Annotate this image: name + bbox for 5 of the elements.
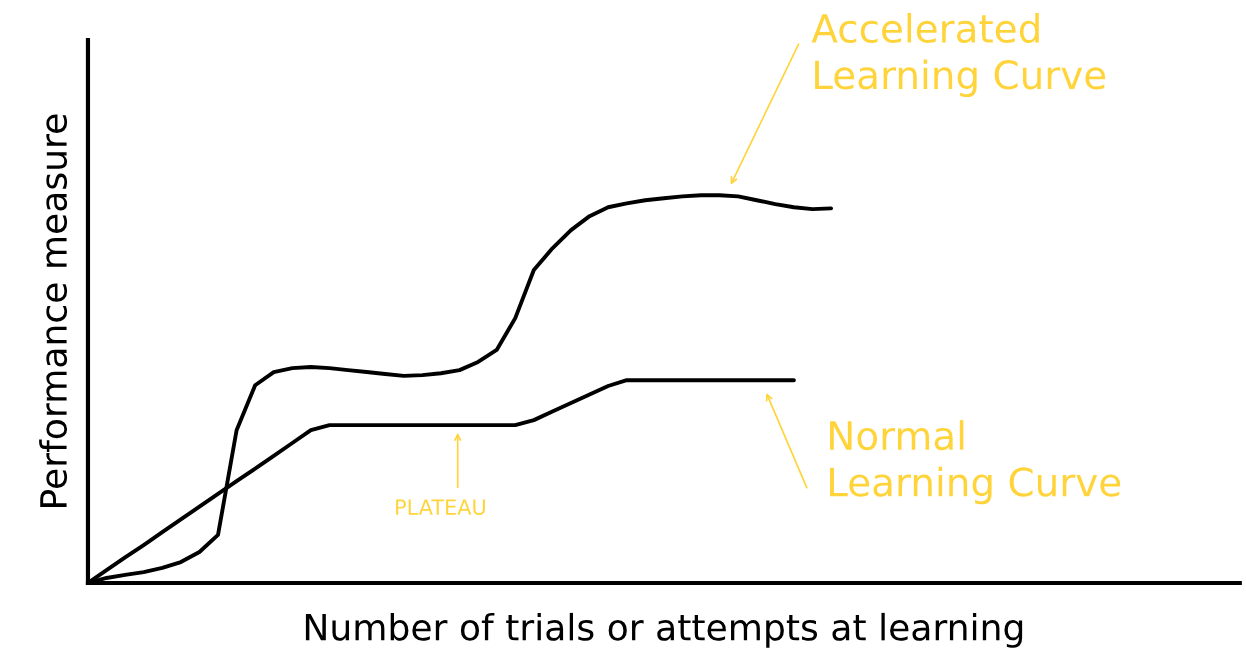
text: Accelerated Learning Curve xyxy=(811,12,1106,98)
y-axis-title: Performance measure xyxy=(39,114,68,507)
annotation: Normal Learning Curve xyxy=(830,420,1121,505)
annotation: PLATEAU xyxy=(396,499,485,515)
x-axis-title: Number of trials or attempts at learning xyxy=(305,612,1023,648)
